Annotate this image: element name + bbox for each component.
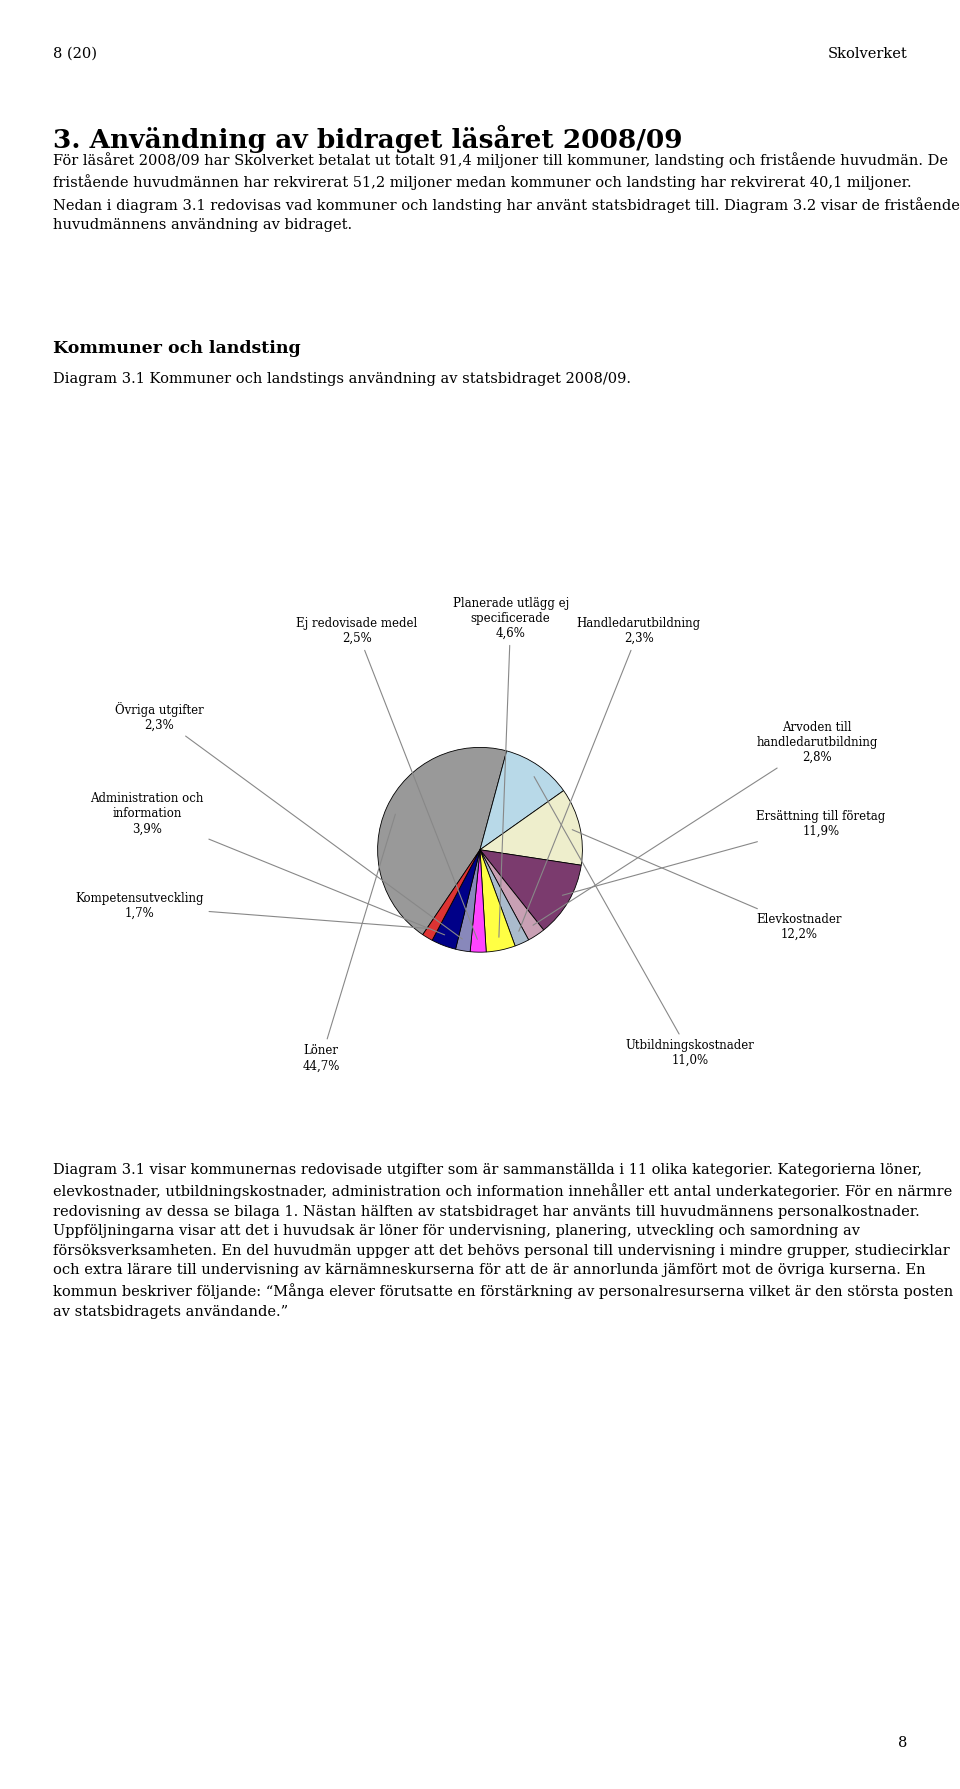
Text: Kommuner och landsting: Kommuner och landsting — [53, 340, 300, 358]
Text: 3. Användning av bidraget läsåret 2008/09: 3. Användning av bidraget läsåret 2008/0… — [53, 125, 683, 154]
Text: För läsåret 2008/09 har Skolverket betalat ut totalt 91,4 miljoner till kommuner: För läsåret 2008/09 har Skolverket betal… — [53, 152, 960, 233]
Text: Kompetensutveckling
1,7%: Kompetensutveckling 1,7% — [75, 893, 430, 928]
Text: Ersättning till företag
11,9%: Ersättning till företag 11,9% — [563, 810, 886, 894]
Text: Handledarutbildning
2,3%: Handledarutbildning 2,3% — [518, 617, 701, 932]
Text: Administration och
information
3,9%: Administration och information 3,9% — [90, 793, 444, 936]
Text: 8: 8 — [898, 1735, 907, 1750]
Text: Övriga utgifter
2,3%: Övriga utgifter 2,3% — [115, 701, 463, 939]
Text: Ej redovisade medel
2,5%: Ej redovisade medel 2,5% — [297, 617, 477, 939]
Text: Utbildningskostnader
11,0%: Utbildningskostnader 11,0% — [534, 776, 755, 1068]
Text: Diagram 3.1 Kommuner och landstings användning av statsbidraget 2008/09.: Diagram 3.1 Kommuner och landstings anvä… — [53, 372, 631, 386]
Text: Arvoden till
handledarutbildning
2,8%: Arvoden till handledarutbildning 2,8% — [533, 721, 877, 925]
Wedge shape — [432, 850, 480, 950]
Wedge shape — [422, 850, 480, 941]
Text: Skolverket: Skolverket — [828, 47, 907, 61]
Wedge shape — [480, 791, 583, 866]
Text: Löner
44,7%: Löner 44,7% — [302, 814, 396, 1072]
Wedge shape — [470, 850, 486, 952]
Wedge shape — [480, 850, 581, 930]
Wedge shape — [377, 748, 507, 934]
Wedge shape — [480, 850, 529, 946]
Text: Planerade utlägg ej
specificerade
4,6%: Planerade utlägg ej specificerade 4,6% — [452, 598, 569, 937]
Wedge shape — [480, 751, 564, 850]
Text: 8 (20): 8 (20) — [53, 47, 97, 61]
Wedge shape — [456, 850, 480, 952]
Wedge shape — [480, 850, 543, 939]
Text: Elevkostnader
12,2%: Elevkostnader 12,2% — [572, 830, 842, 941]
Text: Diagram 3.1 visar kommunernas redovisade utgifter som är sammanställda i 11 olik: Diagram 3.1 visar kommunernas redovisade… — [53, 1163, 953, 1318]
Wedge shape — [480, 850, 516, 952]
